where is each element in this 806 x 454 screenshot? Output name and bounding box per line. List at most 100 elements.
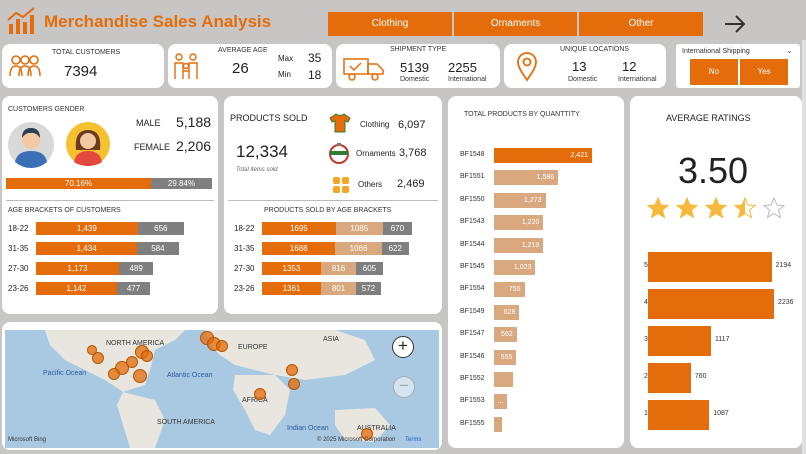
location-marker: [216, 340, 228, 352]
clothing-value: 6,097: [398, 119, 426, 131]
filter-ornaments-button[interactable]: Ornaments: [454, 12, 577, 36]
rating-bar: [648, 400, 710, 430]
rating-value-label: 1087: [713, 410, 729, 417]
products-by-quantity-card: TOTAL PRODUCTS BY QUANTTITY BF1548 2,421 B…: [448, 96, 624, 448]
product-code-label: BF1550: [460, 195, 485, 203]
products-by-age-chart: 18-22 1695 1085 670 31-35 1688 1066 622 27-30 135…: [224, 220, 442, 312]
gender-title: CUSTOMERS GENDER: [8, 106, 85, 113]
age-bracket-label: 18-22: [8, 224, 29, 233]
min-age-label: Min: [278, 70, 291, 79]
unique-domestic-label: Domestic: [568, 76, 598, 83]
age-bar-secondary: 477: [116, 282, 151, 295]
products-sold-card: PRODUCTS SOLD 12,334 Total items sold Cl…: [224, 96, 442, 314]
products-by-age-title: PRODUCTS SOLD BY AGE BRACKETS: [264, 207, 392, 214]
product-code-label: BF1547: [460, 330, 485, 338]
star-icon: [675, 196, 699, 219]
male-label: MALE: [136, 118, 161, 128]
age-bar-secondary: 656: [137, 222, 184, 235]
product-code-label: BF1549: [460, 307, 485, 315]
product-age-label: 31-35: [234, 244, 255, 253]
shipping-yes-button[interactable]: Yes: [740, 59, 788, 85]
international-label: International: [448, 76, 487, 83]
star-icon: [733, 196, 757, 219]
unique-international-value: 12: [622, 59, 637, 74]
zoom-out-button[interactable]: −: [393, 376, 415, 398]
others-segment: 670: [382, 222, 412, 235]
age-bar-primary: 1,439: [36, 222, 138, 235]
bing-brand: Microsoft Bing: [8, 437, 47, 443]
male-value: 5,188: [176, 114, 212, 130]
quantity-bar-chart: BF1548 2,421 BF1551 1,586 BF1550 1,273 BF1543 1…: [448, 136, 624, 446]
location-marker: [126, 356, 138, 368]
product-age-label: 18-22: [234, 224, 255, 233]
total-customers-label: TOTAL CUSTOMERS: [52, 49, 121, 56]
max-age-value: 35: [308, 51, 322, 65]
international-value: 2255: [448, 60, 477, 75]
map-region-label: Atlantic Ocean: [167, 372, 213, 379]
star-rating: [646, 196, 796, 222]
divider: [228, 200, 438, 201]
quantity-bar: [494, 372, 514, 387]
star-icon: [646, 196, 670, 219]
arrow-right-icon[interactable]: [722, 11, 748, 37]
product-code-label: BF1545: [460, 263, 485, 270]
clothing-segment: 1688: [262, 242, 336, 255]
filter-other-button[interactable]: Other: [579, 12, 703, 36]
rating-value-label: 760: [694, 373, 707, 380]
rating-value-label: 2194: [775, 262, 792, 269]
divider: [6, 200, 214, 201]
ornaments-segment: 1066: [335, 242, 382, 255]
international-shipping-label: International Shipping: [682, 48, 750, 55]
min-age-value: 18: [308, 68, 322, 82]
age-bar-primary: 1,142: [36, 282, 117, 295]
rating-label: 5: [644, 262, 648, 269]
quantity-bar: ...: [494, 394, 508, 410]
location-marker: [141, 350, 153, 362]
male-avatar: [8, 122, 54, 173]
others-segment: 605: [356, 262, 383, 275]
female-avatar: [66, 122, 110, 171]
shipping-no-button[interactable]: No: [690, 59, 738, 85]
average-age-label: AVERAGE AGE: [218, 47, 268, 54]
location-marker: [254, 388, 266, 400]
product-code-label: BF1546: [460, 352, 485, 360]
shipment-type-card: SHIPMENT TYPE 5139 Domestic 2255 Interna…: [336, 44, 500, 88]
age-bracket-label: 27-30: [8, 264, 29, 273]
ornaments-segment: 816: [320, 262, 357, 275]
rating-label: 3: [644, 336, 648, 343]
scrollbar[interactable]: [802, 40, 806, 454]
age-brackets-chart: 18-22 1,439 656 31-35 1,434 584 27-30 1,173 489 2…: [2, 220, 218, 312]
customer-map[interactable]: NORTH AMERICA EUROPE ASIA Atlantic Ocean Pac…: [2, 322, 442, 450]
location-marker: [133, 369, 147, 383]
rating-label: 4: [644, 299, 648, 306]
rating-bar: [648, 326, 711, 356]
age-bar-primary: 1,173: [36, 262, 119, 275]
quantity-bar: 562: [494, 327, 517, 343]
products-sold-caption: Total items sold: [236, 167, 278, 173]
age-bar-primary: 1,434: [36, 242, 138, 255]
quantity-bar: [494, 416, 503, 432]
unique-international-label: International: [618, 76, 657, 83]
product-code-label: BF1552: [460, 375, 485, 382]
quantity-bar: 1,219: [494, 237, 544, 253]
location-marker: [361, 428, 373, 440]
product-code-label: BF1543: [460, 218, 485, 226]
shipment-type-label: SHIPMENT TYPE: [390, 46, 447, 53]
products-sold-total: 12,334: [236, 142, 288, 161]
rating-value-label: 1117: [714, 336, 730, 343]
bing-logo: Microsoft Bing: [8, 437, 46, 443]
ornaments-label: Ornaments: [356, 149, 396, 158]
chevron-down-icon[interactable]: ⌄: [786, 46, 793, 55]
map-region-label: AFRICA: [242, 397, 268, 404]
logo-chart-icon: [6, 6, 36, 36]
zoom-in-button[interactable]: +: [392, 336, 414, 358]
world-map: [45, 330, 390, 448]
quantity-bar: 555: [494, 349, 517, 365]
filter-clothing-button[interactable]: Clothing: [328, 12, 452, 36]
others-segment: 622: [381, 242, 409, 255]
ornaments-value: 3,768: [399, 147, 427, 159]
others-value: 2,469: [397, 178, 425, 190]
map-terms-link[interactable]: Terms: [405, 437, 422, 443]
map-region-label: ASIA: [323, 336, 339, 343]
male-share-fill: 70.16%: [6, 178, 151, 189]
